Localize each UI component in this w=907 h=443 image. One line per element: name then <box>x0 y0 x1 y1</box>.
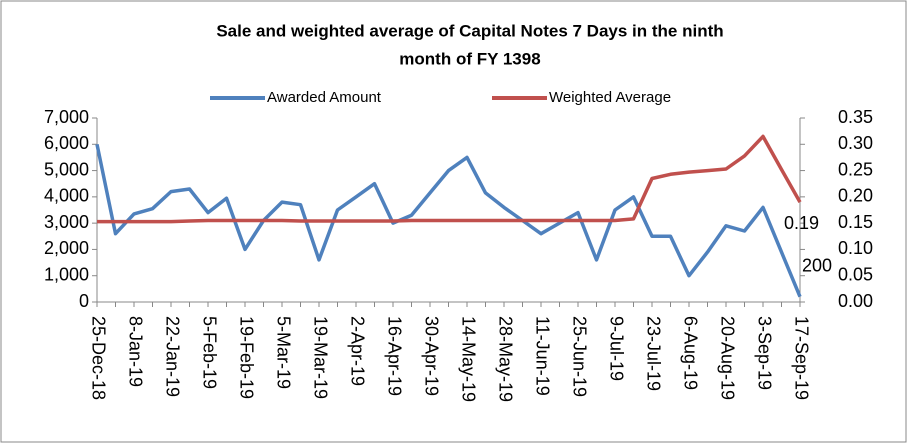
y2-tick-label: 0.20 <box>838 186 873 206</box>
y-tick-label: 6,000 <box>44 133 89 153</box>
y-tick-label: 2,000 <box>44 238 89 258</box>
series-line <box>95 143 802 298</box>
x-tick-label: 16-Apr-19 <box>384 316 404 396</box>
x-tick-label: 17-Sep-19 <box>791 316 811 400</box>
x-tick-label: 20-Aug-19 <box>717 316 737 400</box>
data-label: 200 <box>802 255 832 275</box>
x-tick-label: 11-Jun-19 <box>532 316 552 396</box>
x-tick-label: 23-Jul-19 <box>643 316 663 391</box>
y2-tick-label: 0.35 <box>838 107 873 127</box>
chart-title: month of FY 1398 <box>399 49 540 68</box>
y-tick-label: 5,000 <box>44 159 89 179</box>
x-tick-label: 22-Jan-19 <box>162 316 182 397</box>
y-tick-label: 1,000 <box>44 264 89 284</box>
x-tick-label: 28-May-19 <box>495 316 515 402</box>
y-tick-label: 4,000 <box>44 186 89 206</box>
x-tick-label: 19-Mar-19 <box>310 316 330 399</box>
y2-tick-label: 0.10 <box>838 238 873 258</box>
x-tick-label: 9-Jul-19 <box>606 316 626 381</box>
series-line <box>97 134 802 224</box>
x-tick-label: 25-Dec-18 <box>88 316 108 400</box>
x-tick-label: 14-May-19 <box>458 316 478 402</box>
x-tick-label: 8-Jan-19 <box>125 316 145 387</box>
x-tick-label: 2-Apr-19 <box>347 316 367 386</box>
data-label: 0.19 <box>784 213 819 233</box>
y2-tick-label: 0.15 <box>838 212 873 232</box>
y2-tick-label: 0.30 <box>838 133 873 153</box>
x-tick-label: 5-Feb-19 <box>199 316 219 389</box>
x-tick-label: 6-Aug-19 <box>680 316 700 390</box>
y2-tick-label: 0.05 <box>838 264 873 284</box>
y-tick-label: 7,000 <box>44 107 89 127</box>
x-tick-label: 19-Feb-19 <box>236 316 256 399</box>
x-tick-label: 5-Mar-19 <box>273 316 293 389</box>
legend-label: Awarded Amount <box>267 89 382 106</box>
x-tick-label: 3-Sep-19 <box>754 316 774 390</box>
x-tick-label: 25-Jun-19 <box>569 316 589 397</box>
y-tick-label: 3,000 <box>44 212 89 232</box>
chart-title: Sale and weighted average of Capital Not… <box>216 21 723 40</box>
legend-label: Weighted Average <box>549 89 671 106</box>
x-tick-label: 30-Apr-19 <box>421 316 441 396</box>
y-tick-label: 0 <box>79 291 89 311</box>
y2-tick-label: 0.25 <box>838 159 873 179</box>
y2-tick-label: 0.00 <box>838 291 873 311</box>
